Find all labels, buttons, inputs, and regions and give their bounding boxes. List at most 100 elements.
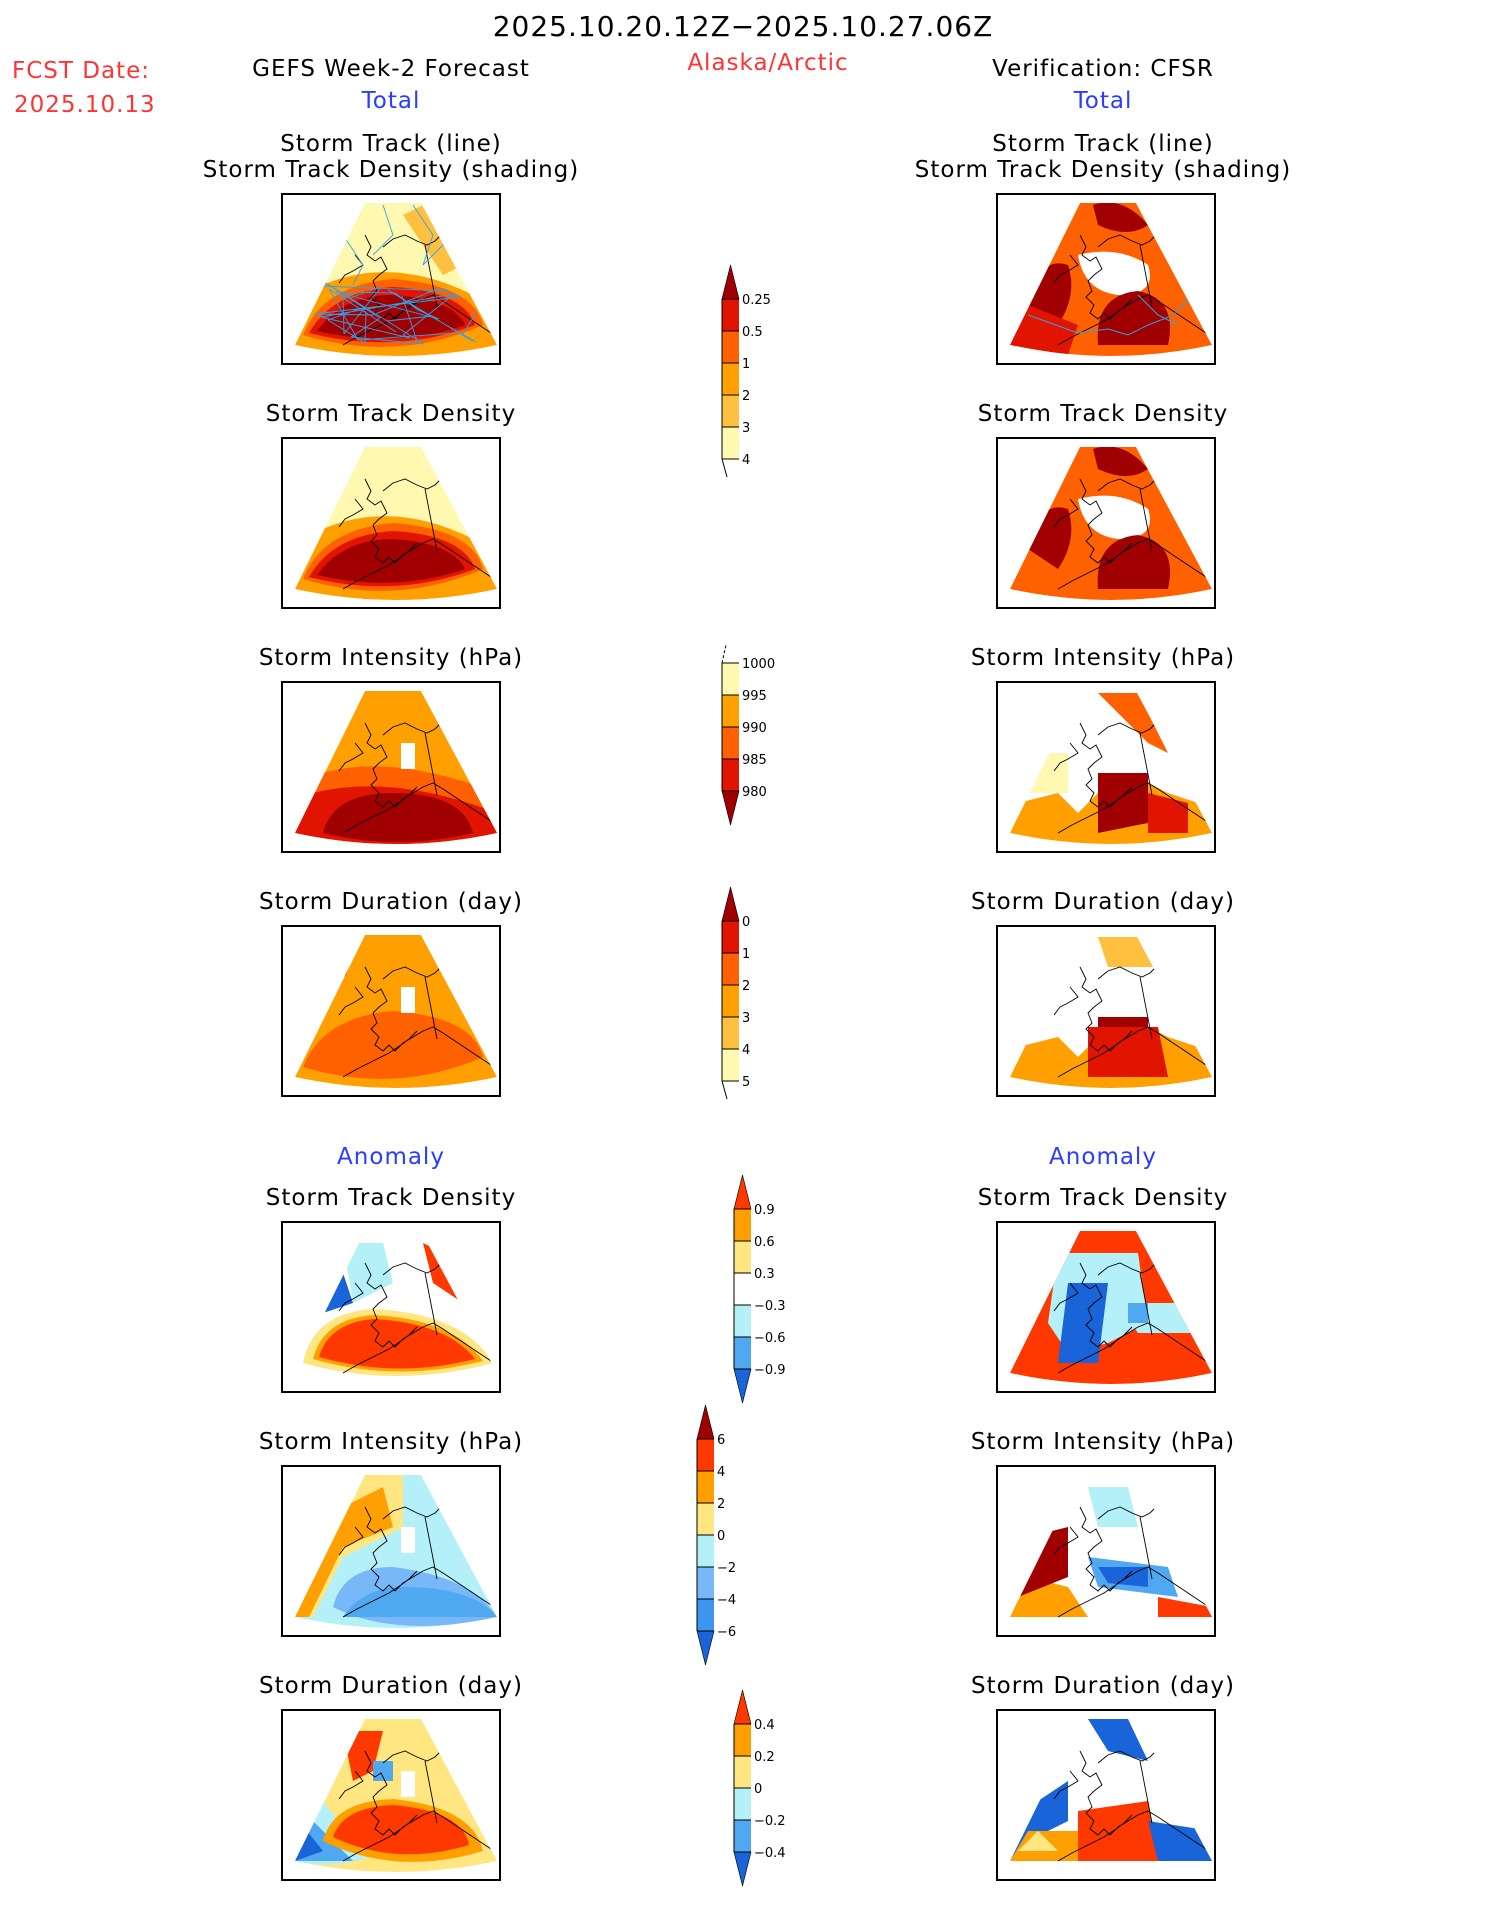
map-shaded-region — [1148, 1821, 1212, 1861]
colorbar-top-triangle — [696, 1404, 715, 1440]
colorbar-density-anomaly: 0.9 0.6 0.3 −0.3 −0.6 −0.9 — [733, 1174, 814, 1407]
coastline — [338, 712, 492, 834]
colorbar-segment — [734, 1273, 751, 1305]
map-shaded-region — [317, 295, 465, 339]
coastline — [338, 1252, 492, 1374]
right-anomaly-label: Anomaly — [1049, 1144, 1157, 1170]
map-svg — [295, 447, 497, 600]
colorbar-tick-label: −0.9 — [754, 1363, 786, 1378]
map-shaded-region — [1148, 793, 1188, 833]
left-density-title: Storm Track Density — [265, 401, 517, 427]
right-anom-intensity-title: Storm Intensity (hPa) — [970, 1429, 1236, 1455]
colorbar-tick-label: 0.4 — [754, 1718, 775, 1733]
colorbar-segment — [734, 1209, 751, 1241]
right-density-title: Storm Track Density — [977, 401, 1229, 427]
colorbar-intensity-anomaly: 6 4 2 0 −2 −4 −6 — [696, 1404, 777, 1669]
colorbar-density-total: 0.25 0.5 1 2 3 4 — [721, 264, 802, 481]
map-shaded-region — [295, 1487, 393, 1617]
colorbar-segment — [734, 1756, 751, 1788]
colorbar-tick-label: 980 — [742, 785, 767, 800]
colorbar-segment — [697, 1439, 714, 1471]
colorbar-segment — [734, 1241, 751, 1273]
colorbar-tick-label: 0.5 — [742, 325, 763, 340]
colorbar-tick-label: 1000 — [742, 657, 775, 672]
map-shaded-region — [1078, 1801, 1158, 1861]
colorbar-tick-label: 0 — [742, 915, 750, 930]
colorbar-tick-label: 1 — [742, 357, 750, 372]
verification-total-label: Total — [1073, 88, 1133, 114]
colorbar-segment — [722, 727, 739, 759]
colorbar-tick-label: 0 — [717, 1529, 725, 1544]
map-shaded-region — [1078, 495, 1150, 539]
storm-track-lines — [312, 204, 478, 345]
coastline — [1053, 1252, 1207, 1374]
colorbar-tick-label: −0.3 — [754, 1299, 786, 1314]
map-svg — [1010, 691, 1212, 844]
colorbar-segment — [722, 331, 739, 363]
colorbar-segment — [722, 363, 739, 395]
forecast-total-label: Total — [361, 88, 421, 114]
colorbar-tick-label: 0 — [754, 1782, 762, 1797]
map-verification-density-anomaly — [996, 1221, 1216, 1393]
colorbar-tick-label: 2 — [742, 979, 750, 994]
map-shaded-region — [1093, 447, 1148, 476]
colorbar-segment — [722, 1049, 739, 1081]
colorbar-tick-label: 3 — [742, 1011, 750, 1026]
map-shaded-region — [403, 205, 463, 275]
colorbar-svg: 6 4 2 0 −2 −4 −6 — [696, 1404, 736, 1666]
colorbar-tick-label: −4 — [717, 1593, 736, 1608]
right-track-line-title: Storm Track (line) — [992, 131, 1214, 157]
colorbar-tick-label: 2 — [742, 389, 750, 404]
colorbar-intensity-total: 1000 995 990 985 980 — [721, 644, 802, 829]
colorbar-segment — [722, 427, 739, 459]
right-anom-density-title: Storm Track Density — [977, 1185, 1229, 1211]
colorbar-segment — [722, 299, 739, 331]
colorbar-tick-label: −0.2 — [754, 1814, 786, 1829]
map-shaded-region — [313, 1527, 323, 1547]
colorbar-segment — [722, 1017, 739, 1049]
colorbar-svg: 1000 995 990 985 980 — [721, 644, 775, 826]
map-shaded-region — [401, 1527, 415, 1553]
colorbar-tick-label: 985 — [742, 753, 767, 768]
left-anom-duration-title: Storm Duration (day) — [259, 1673, 523, 1699]
coastline — [1053, 1496, 1207, 1618]
map-svg — [1010, 1475, 1212, 1628]
map-shaded-region — [1010, 1527, 1068, 1617]
colorbar-segment — [734, 1820, 751, 1852]
coastline — [1053, 468, 1207, 590]
map-verification-intensity — [996, 681, 1216, 853]
colorbar-bottom-triangle — [733, 1851, 752, 1887]
left-duration-title: Storm Duration (day) — [259, 889, 523, 915]
colorbar-duration-total: 0 1 2 3 4 5 — [721, 886, 802, 1103]
map-svg — [295, 203, 497, 356]
right-anom-duration-title: Storm Duration (day) — [971, 1673, 1235, 1699]
map-shaded-region — [1058, 1283, 1108, 1363]
map-svg — [1010, 447, 1212, 600]
map-forecast-duration — [281, 925, 501, 1097]
colorbar-tick-label: 3 — [742, 421, 750, 436]
colorbar-bottom-triangle — [721, 790, 740, 826]
map-verification-duration — [996, 925, 1216, 1097]
map-shaded-region — [1088, 1719, 1148, 1761]
colorbar-top-triangle — [721, 264, 740, 300]
map-shaded-region — [1018, 1831, 1058, 1851]
map-verification-density — [996, 437, 1216, 609]
coastline — [338, 1740, 492, 1862]
map-shaded-region — [343, 1587, 497, 1617]
colorbar-tick-label: 4 — [717, 1465, 725, 1480]
colorbar-tick-label: 2 — [717, 1497, 725, 1512]
colorbar-tick-label: 990 — [742, 721, 767, 736]
map-forecast-density-anomaly — [281, 1221, 501, 1393]
map-shaded-region — [1098, 937, 1158, 967]
colorbar-segment — [722, 953, 739, 985]
colorbar-svg: 0.9 0.6 0.3 −0.3 −0.6 −0.9 — [733, 1174, 786, 1404]
colorbar-tick-label: −0.6 — [754, 1331, 786, 1346]
coastline — [1053, 224, 1207, 346]
colorbar-segment — [697, 1599, 714, 1631]
colorbar-segment — [734, 1724, 751, 1756]
left-anom-intensity-title: Storm Intensity (hPa) — [258, 1429, 524, 1455]
colorbar-tick-label: −6 — [717, 1625, 736, 1640]
colorbar-duration-anomaly: 0.4 0.2 0 −0.2 −0.4 — [733, 1689, 814, 1890]
map-shaded-region — [401, 1771, 415, 1797]
colorbar-top-triangle — [733, 1689, 752, 1725]
